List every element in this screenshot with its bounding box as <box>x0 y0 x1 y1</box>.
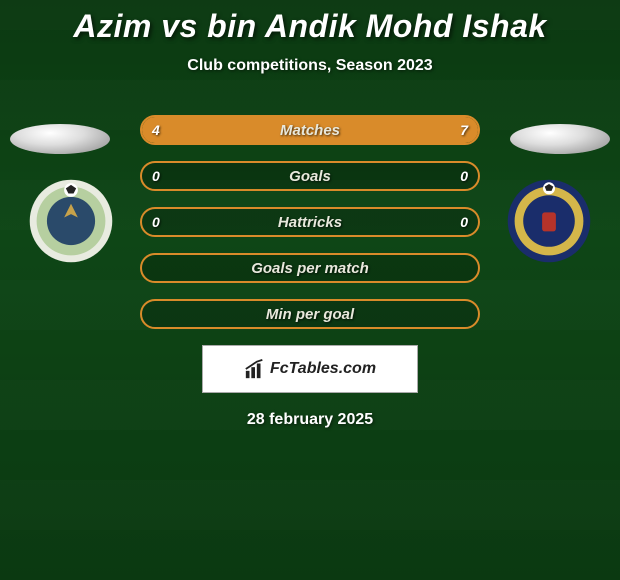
stat-row: Goals per match <box>140 253 480 283</box>
stat-value-right: 0 <box>460 209 468 235</box>
stat-fill-left <box>142 117 263 143</box>
stat-value-right: 0 <box>460 163 468 189</box>
stat-value-left: 4 <box>152 117 160 143</box>
stat-row: 0 0 Hattricks <box>140 207 480 237</box>
stat-row: 4 7 Matches <box>140 115 480 145</box>
stat-value-left: 0 <box>152 209 160 235</box>
club-badge-right <box>506 178 592 264</box>
stat-label: Matches <box>280 122 340 139</box>
page-title: Azim vs bin Andik Mohd Ishak <box>0 8 620 45</box>
stat-value-left: 0 <box>152 163 160 189</box>
date-text: 28 february 2025 <box>0 411 620 429</box>
stats-container: 4 7 Matches 0 0 Goals 0 0 Hattricks Goals per mat… <box>140 115 480 329</box>
brand-text: FcTables.com <box>270 360 376 378</box>
player-placeholder-right <box>510 124 610 154</box>
brand-logo[interactable]: FcTables.com <box>202 345 418 393</box>
stat-label: Goals <box>289 168 331 185</box>
stat-row: Min per goal <box>140 299 480 329</box>
stat-label: Hattricks <box>278 214 342 231</box>
chart-icon <box>244 358 266 380</box>
stat-row: 0 0 Goals <box>140 161 480 191</box>
stat-value-right: 7 <box>460 117 468 143</box>
stat-label: Goals per match <box>251 260 369 277</box>
club-crest-left-icon <box>28 178 114 264</box>
club-crest-right-icon <box>506 178 592 264</box>
club-badge-left <box>28 178 114 264</box>
subtitle: Club competitions, Season 2023 <box>0 57 620 75</box>
stat-label: Min per goal <box>266 306 354 323</box>
player-placeholder-left <box>10 124 110 154</box>
